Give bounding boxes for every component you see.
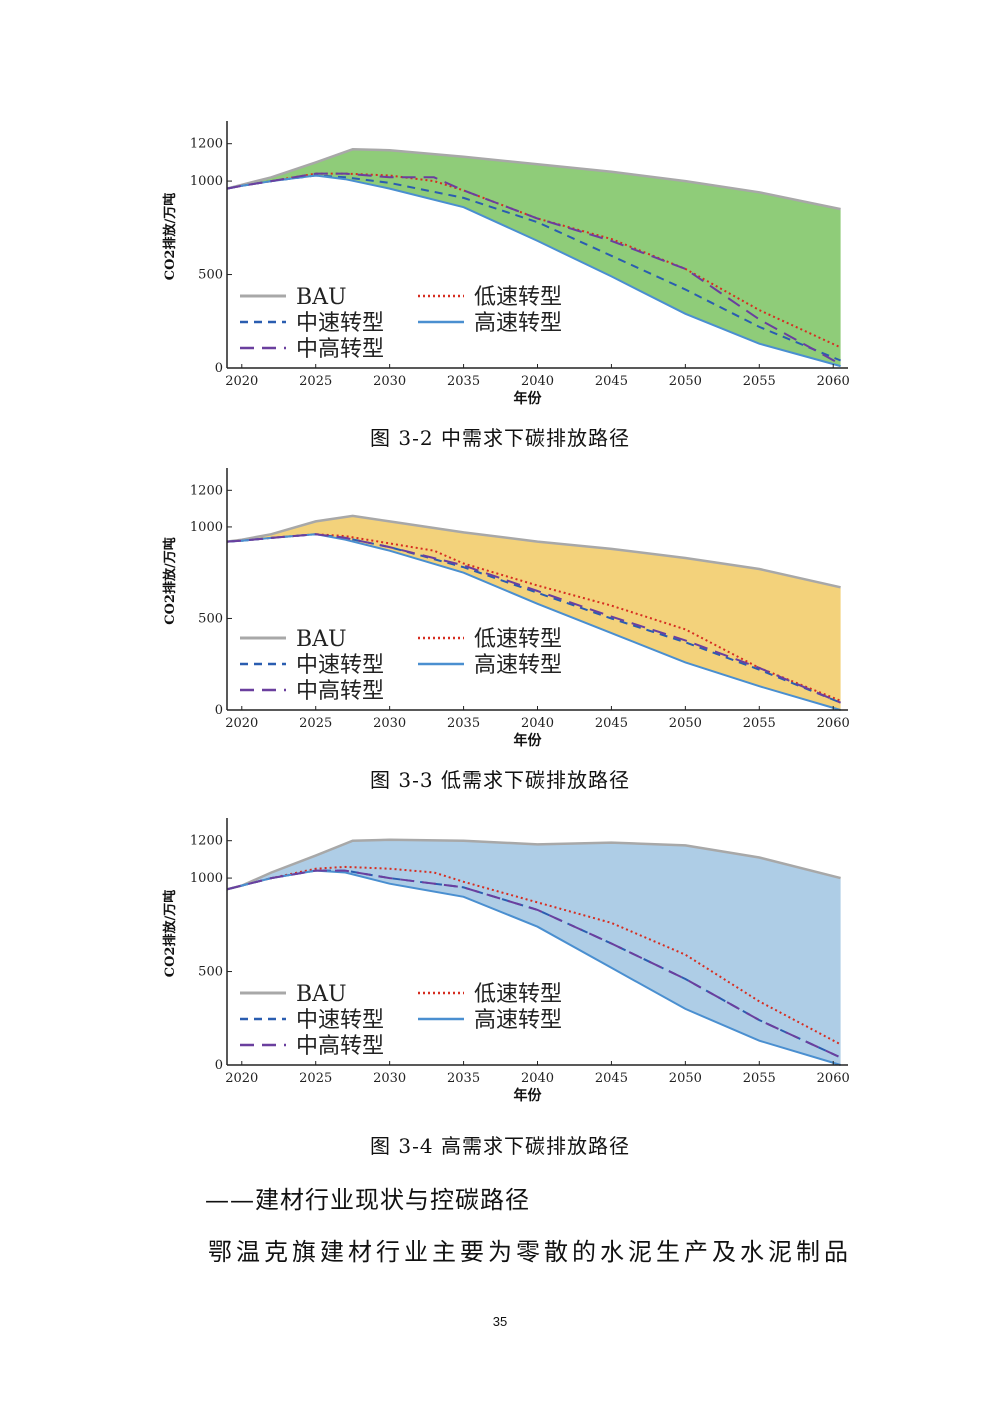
y-tick-label: 1000: [190, 871, 223, 886]
y-tick-label: 0: [215, 703, 223, 718]
y-tick-label: 1200: [190, 483, 223, 498]
x-tick-label: 2040: [521, 374, 554, 389]
emission-range-area: [227, 515, 841, 710]
x-axis-label: 年份: [514, 1087, 543, 1104]
legend-label: 高速转型: [474, 653, 562, 678]
legend-item-中速转型: 中速转型: [240, 311, 384, 336]
legend-item-高速转型: 高速转型: [418, 311, 562, 336]
y-axis-label: CO2排放/万吨: [162, 890, 178, 977]
legend-label: BAU: [296, 982, 347, 1007]
page-number: 35: [492, 1314, 508, 1329]
legend-item-低速转型: 低速转型: [418, 982, 562, 1007]
legend-label: 中速转型: [296, 653, 384, 678]
x-tick-label: 2040: [521, 716, 554, 731]
chart-2-caption: 图 3-3 低需求下碳排放路径: [370, 768, 630, 792]
series-line-高速转型: [226, 533, 841, 711]
section-heading: ——建材行业现状与控碳路径: [205, 1186, 530, 1214]
y-tick-label: 500: [198, 268, 223, 283]
x-tick-label: 2045: [595, 374, 628, 389]
x-tick-label: 2055: [743, 374, 776, 389]
x-tick-label: 2025: [299, 1071, 332, 1086]
legend-label: 低速转型: [474, 285, 562, 310]
legend-label: 中高转型: [296, 679, 384, 704]
body-paragraph: 鄂温克旗建材行业主要为零散的水泥生产及水泥制品: [208, 1238, 852, 1266]
x-tick-label: 2035: [447, 1071, 480, 1086]
legend-item-低速转型: 低速转型: [418, 285, 562, 310]
series-line-中高转型: [226, 869, 842, 1059]
legend-item-中高转型: 中高转型: [240, 337, 384, 362]
emission-range-area: [227, 149, 841, 367]
y-tick-label: 1200: [190, 834, 223, 849]
legend-label: 中高转型: [296, 1034, 384, 1059]
y-tick-label: 1000: [190, 174, 223, 189]
series-line-BAU: [226, 148, 841, 211]
series-line-中速转型: [226, 174, 841, 362]
legend-item-低速转型: 低速转型: [418, 627, 562, 652]
x-tick-label: 2030: [373, 1071, 406, 1086]
chart-3-caption: 图 3-4 高需求下碳排放路径: [370, 1134, 630, 1158]
y-tick-label: 0: [215, 361, 223, 376]
x-tick-label: 2055: [743, 1071, 776, 1086]
series-line-BAU: [226, 514, 841, 589]
legend-item-中速转型: 中速转型: [240, 1008, 384, 1033]
chart-3: 0 500 1000 1200 2020 2025 2030 2035 2040 2045 2050…: [162, 818, 850, 1104]
x-tick-label: 2020: [225, 1071, 258, 1086]
x-tick-label: 2030: [373, 374, 406, 389]
x-tick-label: 2025: [299, 374, 332, 389]
y-tick-label: 500: [198, 965, 223, 980]
x-tick-label: 2030: [373, 716, 406, 731]
legend-item-中高转型: 中高转型: [240, 679, 384, 704]
x-tick-label: 2060: [817, 716, 850, 731]
y-tick-label: 500: [198, 611, 223, 626]
legend-item-高速转型: 高速转型: [418, 1008, 562, 1033]
series-line-BAU: [226, 838, 841, 891]
legend-label: BAU: [296, 285, 347, 310]
x-tick-label: 2050: [669, 1071, 702, 1086]
y-axis-label: CO2排放/万吨: [162, 193, 178, 280]
legend-item-BAU: BAU: [240, 285, 347, 310]
legend-label: 中速转型: [296, 311, 384, 336]
x-tick-label: 2035: [447, 716, 480, 731]
x-tick-label: 2035: [447, 374, 480, 389]
legend-item-BAU: BAU: [240, 982, 347, 1007]
x-tick-label: 2055: [743, 716, 776, 731]
legend-item-高速转型: 高速转型: [418, 653, 562, 678]
y-tick-label: 0: [215, 1058, 223, 1073]
x-axis-label: 年份: [514, 732, 543, 749]
legend-label: 低速转型: [474, 982, 562, 1007]
legend-label: 中速转型: [296, 1008, 384, 1033]
legend-label: BAU: [296, 627, 347, 652]
series-line-高速转型: [226, 869, 841, 1066]
x-axis-label: 年份: [514, 390, 543, 407]
x-tick-label: 2020: [225, 716, 258, 731]
series-line-中高转型: [226, 533, 841, 704]
legend-item-中速转型: 中速转型: [240, 653, 384, 678]
x-tick-label: 2050: [669, 374, 702, 389]
x-tick-label: 2025: [299, 716, 332, 731]
x-tick-label: 2060: [817, 1071, 850, 1086]
chart-1: 0 500 1000 1200 2020 2025 2030 2035 2040 2045 2050…: [162, 121, 850, 407]
legend-item-中高转型: 中高转型: [240, 1034, 384, 1059]
chart-2: 0 500 1000 1200 2020 2025 2030 2035 2040 2045 2050…: [162, 468, 850, 749]
y-tick-label: 1200: [190, 137, 223, 152]
x-tick-label: 2050: [669, 716, 702, 731]
x-tick-label: 2020: [225, 374, 258, 389]
legend-label: 高速转型: [474, 1008, 562, 1033]
legend-label: 高速转型: [474, 311, 562, 336]
legend-label: 低速转型: [474, 627, 562, 652]
legend-item-BAU: BAU: [240, 627, 347, 652]
x-tick-label: 2045: [595, 716, 628, 731]
y-tick-label: 1000: [190, 520, 223, 535]
chart-1-caption: 图 3-2 中需求下碳排放路径: [370, 426, 630, 450]
y-axis-label: CO2排放/万吨: [162, 537, 178, 624]
series-line-中高转型: [226, 172, 842, 366]
legend-label: 中高转型: [296, 337, 384, 362]
series-line-高速转型: [226, 174, 841, 368]
x-tick-label: 2060: [817, 374, 850, 389]
x-tick-label: 2045: [595, 1071, 628, 1086]
x-tick-label: 2040: [521, 1071, 554, 1086]
